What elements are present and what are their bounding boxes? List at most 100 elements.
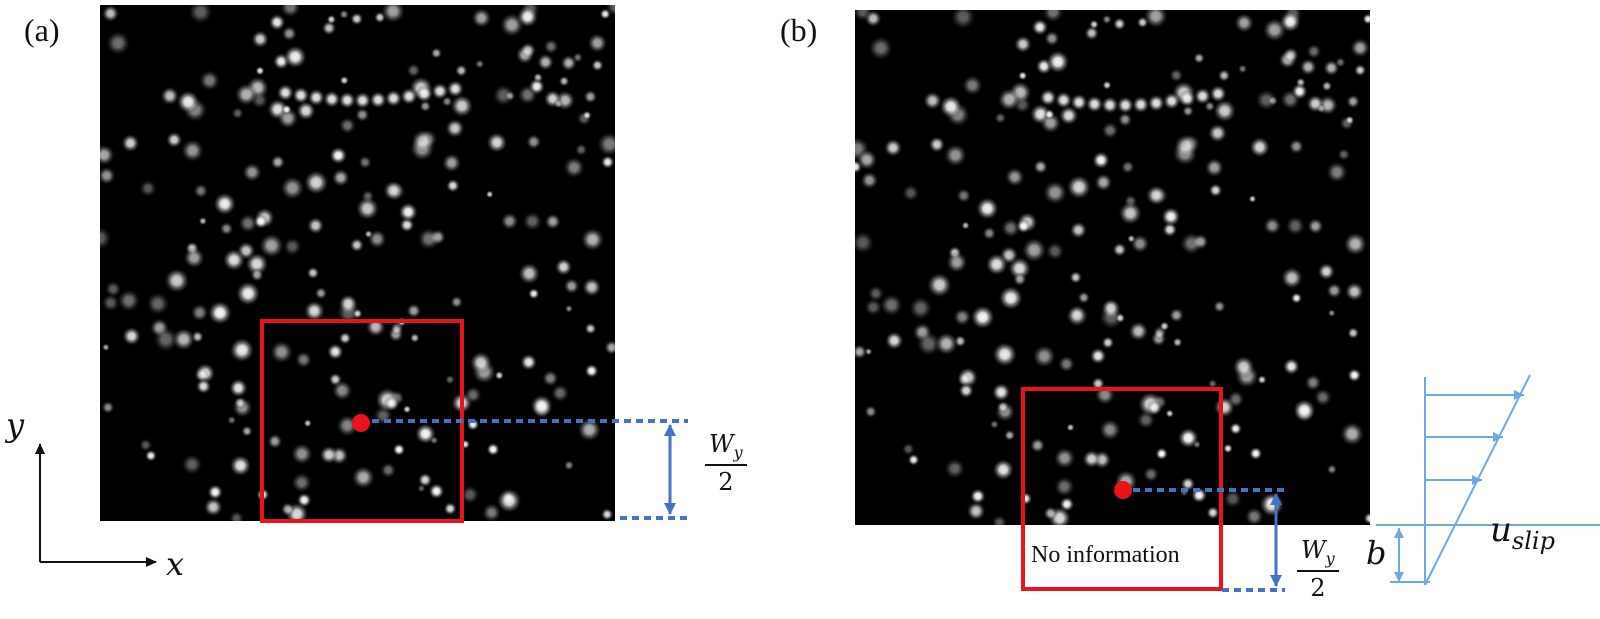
particle — [1207, 123, 1228, 144]
particle — [101, 293, 120, 313]
particle — [1349, 37, 1370, 59]
particle — [326, 14, 337, 25]
particle — [290, 442, 314, 466]
particle — [1193, 87, 1212, 106]
slip-velocity-label: uslip — [1490, 510, 1555, 555]
particle — [233, 396, 247, 410]
particle — [430, 82, 449, 101]
particle — [950, 10, 976, 30]
particle — [1327, 309, 1336, 318]
particle — [446, 79, 465, 98]
particle — [255, 66, 265, 76]
particle — [295, 100, 317, 121]
particle — [276, 83, 295, 102]
particle — [226, 415, 237, 426]
particle — [380, 461, 397, 479]
half-window-sub-b: y — [1325, 548, 1335, 568]
particle — [901, 184, 920, 202]
particle — [864, 404, 878, 419]
particle — [867, 285, 885, 302]
particle — [180, 138, 205, 163]
particle — [519, 42, 537, 59]
particle — [339, 9, 350, 20]
particle — [1168, 67, 1184, 83]
particle — [1116, 96, 1135, 115]
particle — [908, 296, 933, 321]
particle — [303, 299, 326, 323]
particle — [1248, 446, 1263, 461]
particle — [1146, 399, 1163, 416]
particle — [198, 216, 208, 226]
particle — [1013, 35, 1033, 54]
particle — [1326, 282, 1343, 299]
particle — [584, 322, 597, 335]
particle — [969, 488, 987, 505]
particle — [1058, 105, 1079, 126]
particle — [1217, 68, 1231, 83]
particle — [1206, 505, 1220, 520]
particle — [460, 484, 480, 505]
particle — [527, 287, 540, 300]
particle — [281, 104, 293, 116]
particle — [996, 400, 1010, 414]
particle — [562, 156, 586, 179]
particle — [369, 90, 388, 109]
particle — [419, 100, 432, 113]
particle — [958, 382, 975, 399]
particle — [398, 202, 419, 222]
particle — [1033, 159, 1049, 175]
window-center-dot-a — [352, 414, 370, 432]
particle — [409, 332, 420, 344]
particle — [229, 454, 252, 477]
particle — [1313, 387, 1333, 407]
particle — [429, 436, 439, 445]
particle — [1254, 88, 1278, 112]
particle — [1043, 108, 1055, 120]
particle — [943, 143, 968, 168]
particle — [417, 472, 433, 488]
particle — [1004, 166, 1025, 188]
particle — [400, 87, 418, 106]
particle — [314, 286, 328, 300]
half-window-sub-a: y — [733, 442, 743, 462]
particle — [1091, 151, 1111, 170]
particle — [1012, 272, 1027, 287]
particle — [1053, 476, 1076, 498]
particle — [444, 374, 456, 385]
particle — [280, 502, 296, 517]
particle — [250, 267, 265, 282]
particle — [1089, 347, 1107, 365]
particle — [212, 192, 237, 216]
particle — [193, 183, 209, 199]
particle — [1018, 491, 1033, 506]
particle — [600, 155, 615, 170]
particle — [1345, 94, 1361, 109]
particle — [144, 449, 158, 462]
particle — [101, 400, 115, 415]
particle — [1207, 378, 1218, 389]
particle — [392, 443, 406, 457]
particle — [1043, 506, 1058, 521]
particle — [241, 425, 253, 438]
particle — [901, 442, 916, 456]
particle — [294, 350, 313, 369]
particle — [1160, 206, 1181, 227]
particle — [543, 38, 560, 55]
particle — [1335, 57, 1346, 68]
particle — [331, 379, 354, 402]
particle — [1117, 112, 1133, 128]
particle — [519, 353, 538, 372]
particle — [1285, 215, 1306, 237]
particle — [525, 133, 542, 150]
particle — [1118, 201, 1143, 226]
particle — [1299, 58, 1318, 76]
particle — [1209, 84, 1228, 103]
x-axis-label: x — [166, 545, 185, 583]
particle — [855, 10, 873, 22]
particle — [322, 90, 341, 109]
particle — [956, 371, 972, 387]
particle — [486, 442, 500, 457]
particle — [1316, 103, 1327, 114]
particle — [1042, 10, 1065, 24]
half-window-denominator-a: 2 — [718, 467, 734, 496]
